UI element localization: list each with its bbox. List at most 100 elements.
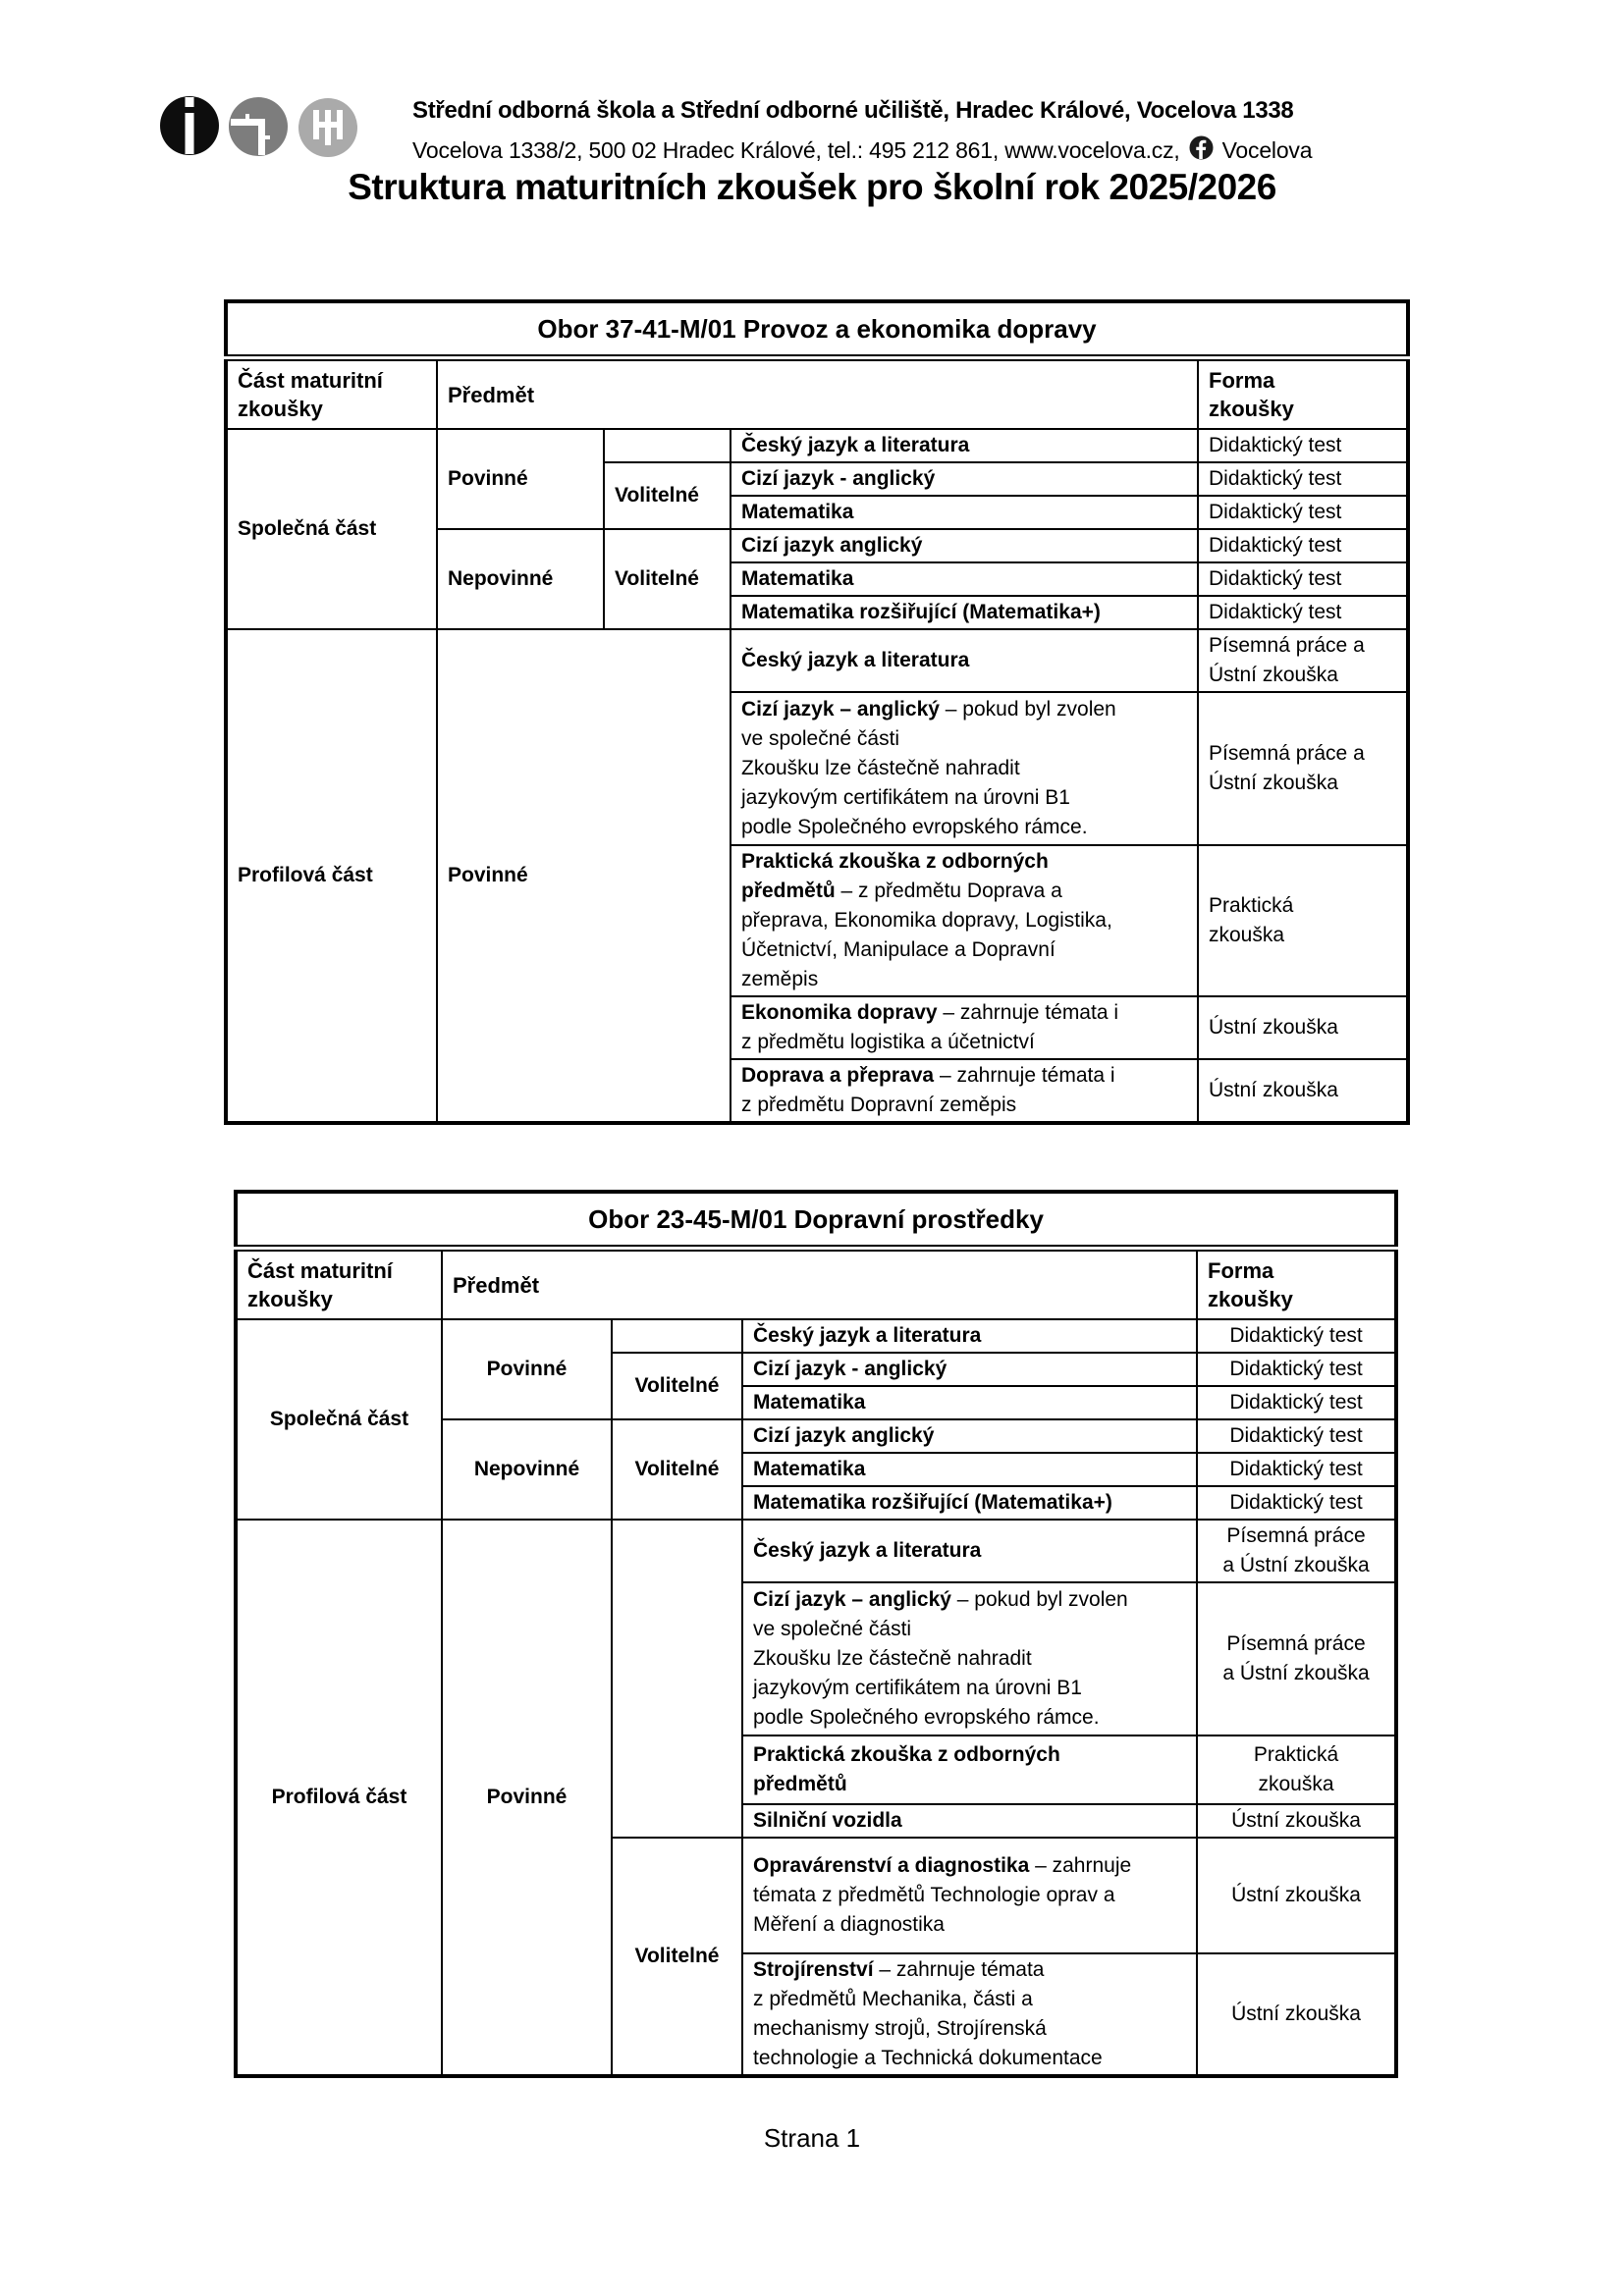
subject-cell: Český jazyk a literatura [730, 628, 1199, 693]
gearshift-icon [298, 98, 357, 157]
table-row: Volitelné Cizí jazyk - anglický Didaktic… [236, 1352, 1398, 1420]
column-header-part: Část maturitní zkoušky [225, 356, 438, 430]
form-cell: Praktická zkouška [1195, 1735, 1398, 1805]
facebook-icon [1189, 135, 1214, 166]
part-cell-profilova: Profilová část [225, 628, 438, 1124]
table-row: Ekonomika dopravy – zahrnuje témata i z … [226, 995, 1409, 1060]
subject-cell: Cizí jazyk anglický [730, 528, 1199, 563]
form-cell: Didaktický test [1197, 561, 1409, 597]
table-row: Matematika rozšiřující (Matematika+) Did… [236, 1485, 1398, 1521]
part-cell-spolecna: Společná část [235, 1318, 443, 1521]
choice-cell-volitelne: Volitelné [603, 461, 731, 530]
letterhead: Střední odborná škola a Střední odborné … [412, 97, 1424, 166]
exclamation-road-icon [160, 96, 219, 155]
form-cell: Didaktický test [1197, 461, 1409, 497]
subject-cell: Praktická zkouška z odborných předmětů –… [730, 844, 1199, 997]
subject-cell: Český jazyk a literatura [730, 428, 1199, 463]
form-cell: Praktická zkouška [1197, 844, 1409, 997]
column-header-subject: Předmět [436, 356, 1199, 430]
facebook-page-name: Vocelova [1221, 137, 1313, 163]
subject-cell: Silniční vozidla [741, 1803, 1198, 1839]
table-row: Silniční vozidla Ústní zkouška [236, 1803, 1398, 1839]
school-contact-line: Vocelova 1338/2, 500 02 Hradec Králové, … [412, 135, 1424, 166]
form-cell: Ústní zkouška [1195, 1837, 1398, 1954]
subject-cell: Matematika rozšiřující (Matematika+) [730, 595, 1199, 630]
form-cell: Didaktický test [1195, 1418, 1398, 1454]
subject-cell: Cizí jazyk – anglický – pokud byl zvolen… [730, 691, 1199, 846]
category-cell-nepovinne: Nepovinné [441, 1418, 613, 1521]
table-row: Matematika Didaktický test [236, 1385, 1398, 1420]
table-title-row: Obor 37-41-M/01 Provoz a ekonomika dopra… [225, 300, 1409, 361]
empty-cell [611, 1519, 743, 1839]
subject-cell: Matematika [730, 495, 1199, 530]
subject-cell: Praktická zkouška z odborných předmětů [741, 1735, 1198, 1805]
part-cell-profilova: Profilová část [235, 1519, 443, 2077]
category-cell-nepovinne: Nepovinné [436, 528, 605, 630]
category-cell-povinne: Povinné [436, 628, 731, 1124]
column-header-part: Část maturitní zkoušky [235, 1247, 443, 1320]
table-row: Profilová část Povinné Český jazyk a lit… [235, 1519, 1398, 2077]
form-cell: Didaktický test [1195, 1485, 1398, 1521]
table-title: Obor 23-45-M/01 Dopravní prostředky [234, 1191, 1398, 1252]
contact-text: Vocelova 1338/2, 500 02 Hradec Králové, … [412, 137, 1180, 163]
choice-cell-volitelne: Volitelné [603, 528, 731, 630]
subject-cell: Strojírenství – zahrnuje témata z předmě… [741, 1952, 1198, 2077]
category-cell-povinne: Povinné [441, 1318, 613, 1420]
table-row: Strojírenství – zahrnuje témata z předmě… [236, 1952, 1398, 2077]
table-header-row: Část maturitní zkoušky Předmět Forma zko… [225, 356, 1409, 430]
form-cell: Ústní zkouška [1197, 995, 1409, 1060]
form-cell: Písemná práce a Ústní zkouška [1195, 1581, 1398, 1736]
table-row: Společná část Povinné Český jazyk a lite… [225, 428, 1409, 630]
form-cell: Písemná práce a Ústní zkouška [1197, 691, 1409, 846]
choice-cell-volitelne: Volitelné [611, 1837, 743, 2077]
table-row: Doprava a přeprava – zahrnuje témata i z… [226, 1058, 1409, 1124]
table-row: Cizí jazyk – anglický – pokud byl zvolen… [236, 1581, 1398, 1736]
form-cell: Didaktický test [1197, 428, 1409, 463]
column-header-form: Forma zkoušky [1197, 356, 1409, 430]
subject-cell: Matematika [741, 1452, 1198, 1487]
form-cell: Didaktický test [1197, 495, 1409, 530]
form-cell: Písemná práce a Ústní zkouška [1197, 628, 1409, 693]
subject-cell: Opravárenství a diagnostika – zahrnuje t… [741, 1837, 1198, 1954]
form-cell: Didaktický test [1195, 1452, 1398, 1487]
table-row: Nepovinné Volitelné Cizí jazyk anglický … [226, 528, 1409, 630]
subject-cell: Cizí jazyk - anglický [741, 1352, 1198, 1387]
form-cell: Ústní zkouška [1197, 1058, 1409, 1124]
subject-cell: Matematika rozšiřující (Matematika+) [741, 1485, 1198, 1521]
subject-cell: Český jazyk a literatura [741, 1519, 1198, 1583]
table-row: Cizí jazyk – anglický – pokud byl zvolen… [226, 691, 1409, 846]
subject-cell: Ekonomika dopravy – zahrnuje témata i z … [730, 995, 1199, 1060]
category-cell-povinne: Povinné [436, 428, 605, 530]
table-row: Volitelné Opravárenství a diagnostika – … [236, 1837, 1398, 2077]
form-cell: Didaktický test [1195, 1385, 1398, 1420]
angle-ruler-icon [229, 97, 288, 156]
table-row: Volitelné Cizí jazyk - anglický Didaktic… [226, 461, 1409, 530]
table-row: Společná část Povinné Český jazyk a lite… [235, 1318, 1398, 1521]
form-cell: Didaktický test [1197, 528, 1409, 563]
table-title: Obor 37-41-M/01 Provoz a ekonomika dopra… [225, 300, 1409, 361]
column-header-subject: Předmět [441, 1247, 1198, 1320]
table-row: Matematika Didaktický test [236, 1452, 1398, 1487]
document-title: Struktura maturitních zkoušek pro školní… [348, 167, 1276, 207]
form-cell: Ústní zkouška [1195, 1803, 1398, 1839]
part-cell-spolecna: Společná část [225, 428, 438, 630]
form-cell: Didaktický test [1195, 1318, 1398, 1354]
subject-cell: Cizí jazyk – anglický – pokud byl zvolen… [741, 1581, 1198, 1736]
table-obor-37-41: Obor 37-41-M/01 Provoz a ekonomika dopra… [224, 299, 1410, 1125]
choice-cell-volitelne: Volitelné [611, 1352, 743, 1420]
choice-cell-volitelne: Volitelné [611, 1418, 743, 1521]
category-cell-povinne: Povinné [441, 1519, 613, 2077]
page-number: Strana 1 [763, 2123, 861, 2153]
table-title-row: Obor 23-45-M/01 Dopravní prostředky [234, 1191, 1398, 1252]
subject-cell: Matematika [730, 561, 1199, 597]
table-header-row: Část maturitní zkoušky Předmět Forma zko… [235, 1247, 1398, 1320]
table-row: Profilová část Povinné Český jazyk a lit… [225, 628, 1409, 1124]
column-header-form: Forma zkoušky [1195, 1247, 1398, 1320]
subject-cell: Český jazyk a literatura [741, 1318, 1198, 1354]
form-cell: Písemná práce a Ústní zkouška [1195, 1519, 1398, 1583]
form-cell: Didaktický test [1197, 595, 1409, 630]
table-row: Praktická zkouška z odborných předmětů –… [226, 844, 1409, 997]
subject-cell: Doprava a přeprava – zahrnuje témata i z… [730, 1058, 1199, 1124]
table-row: Matematika rozšiřující (Matematika+) Did… [226, 595, 1409, 630]
